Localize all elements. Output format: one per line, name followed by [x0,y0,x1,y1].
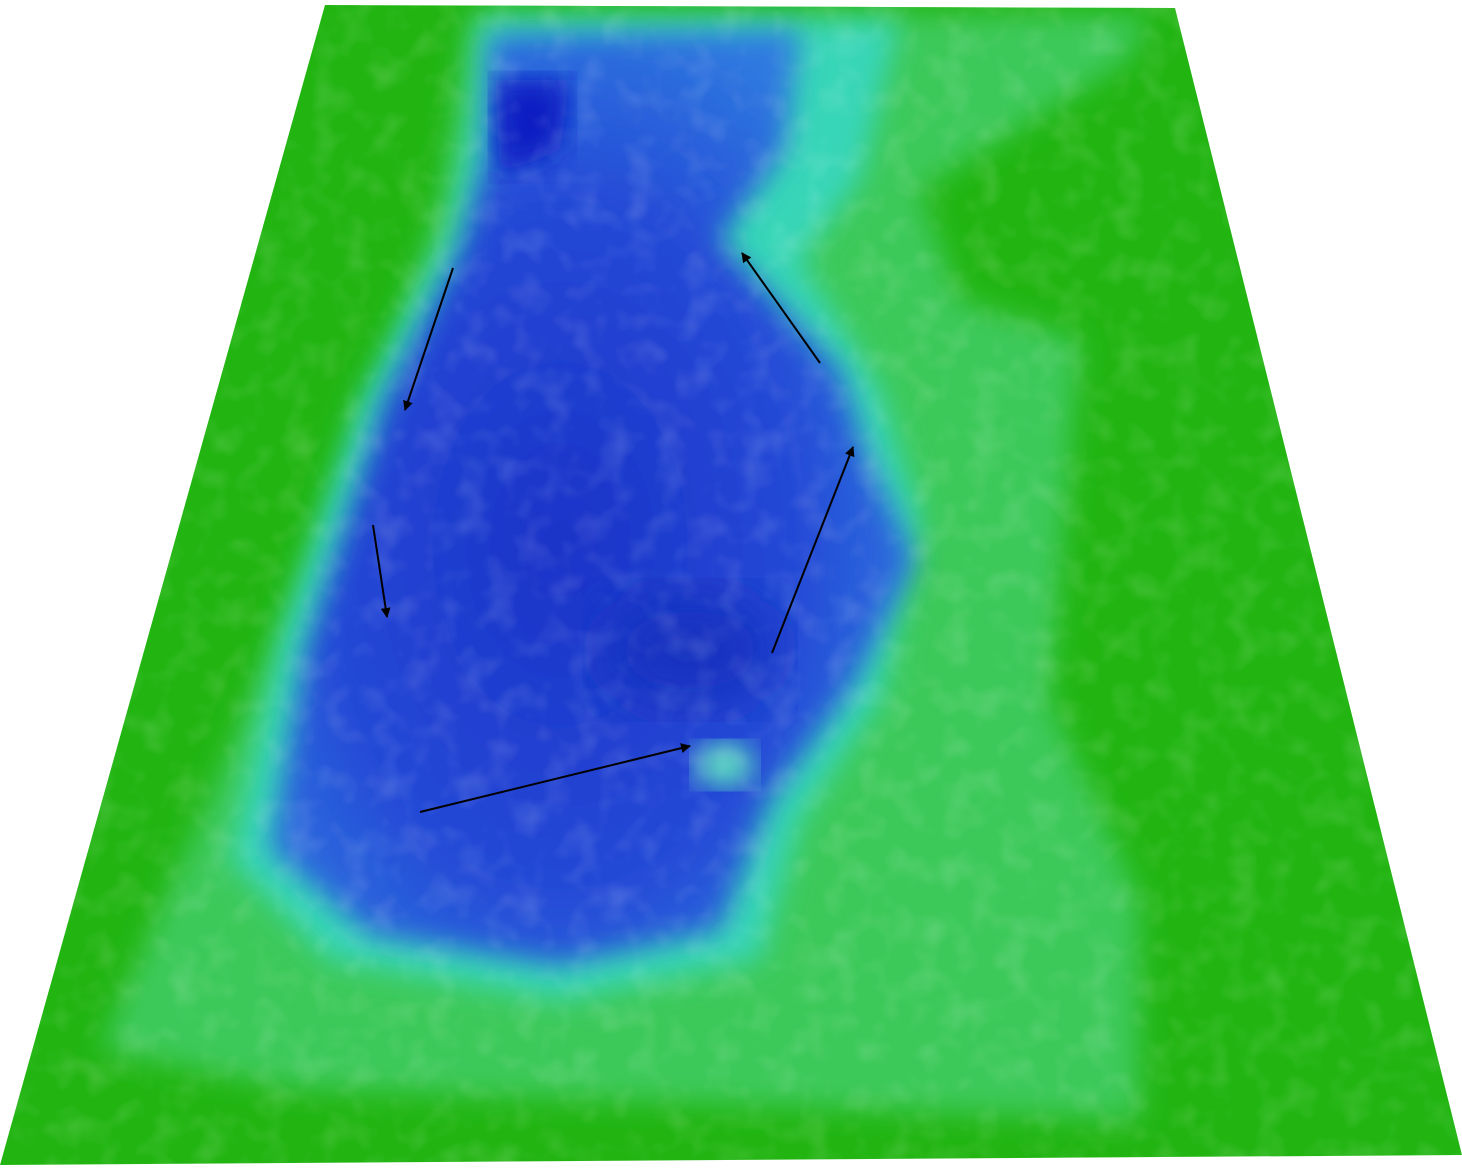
page [0,0,1462,1170]
terrain-relief [0,0,1462,1170]
terrain-render [0,0,1462,1170]
relief-texture [0,0,1462,1170]
